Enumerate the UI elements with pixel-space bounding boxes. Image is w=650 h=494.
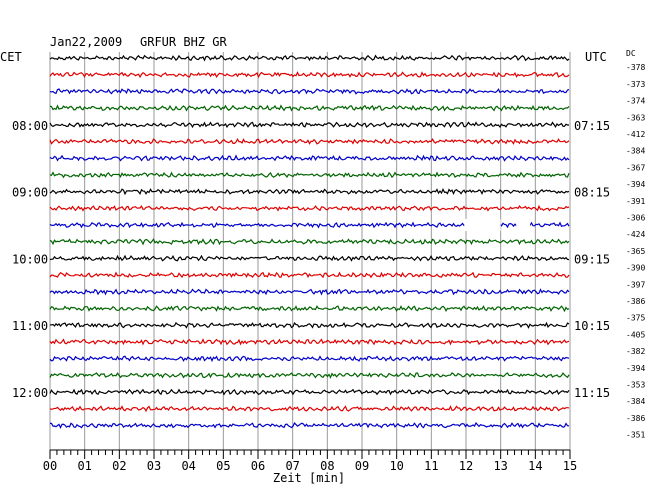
trace-row-4 <box>49 121 570 129</box>
right-time-label: 08:15 <box>574 186 610 200</box>
trace-row-5 <box>49 137 570 145</box>
right-time-label: 10:15 <box>574 319 610 333</box>
dc-value: -363 <box>626 113 645 122</box>
dc-value: -384 <box>626 397 645 406</box>
dc-labels: -378 -373 -374 -363 -412 -384 -367 -394 -391 -306… <box>626 63 645 439</box>
dc-value: -424 <box>626 230 645 239</box>
dc-value: -386 <box>626 297 645 306</box>
trace-row-12 <box>49 254 570 262</box>
x-axis: 00 01 02 03 04 05 06 07 08 09 10 11 12 13 14 15 <box>43 449 577 473</box>
x-tick-label: 05 <box>216 459 230 473</box>
x-tick-label: 14 <box>528 459 542 473</box>
right-time-label: 11:15 <box>574 386 610 400</box>
chart-station: GRFUR BHZ GR <box>140 35 227 49</box>
x-tick-label: 12 <box>459 459 473 473</box>
trace-row-14 <box>49 288 570 296</box>
dc-value: -412 <box>626 130 645 139</box>
dc-value: -405 <box>626 330 645 339</box>
traces-group <box>49 54 570 429</box>
right-timezone-label: UTC <box>585 50 607 64</box>
x-tick-label: 13 <box>493 459 507 473</box>
trace-row-22 <box>49 422 570 429</box>
left-timezone-label: CET <box>0 50 22 64</box>
trace-gap-1 <box>516 219 531 231</box>
left-time-labels: 08:00 09:00 10:00 11:00 12:00 <box>12 119 48 400</box>
right-time-label: 07:15 <box>574 119 610 133</box>
dc-value: -386 <box>626 414 645 423</box>
x-tick-label: 04 <box>181 459 195 473</box>
trace-row-3 <box>49 104 570 112</box>
dc-header-label: DC <box>626 49 636 58</box>
trace-row-17 <box>49 338 570 346</box>
trace-row-9 <box>49 204 570 212</box>
left-time-label: 12:00 <box>12 386 48 400</box>
dc-value: -351 <box>626 431 645 440</box>
dc-value: -382 <box>626 347 645 356</box>
trace-row-8 <box>49 187 570 196</box>
x-tick-label: 03 <box>147 459 161 473</box>
x-tick-label: 10 <box>389 459 403 473</box>
x-tick-label: 06 <box>251 459 265 473</box>
right-time-labels: 07:15 08:15 09:15 10:15 11:15 <box>574 119 610 400</box>
dc-value: -353 <box>626 380 645 389</box>
dc-value: -384 <box>626 147 645 156</box>
dc-value: -374 <box>626 97 645 106</box>
trace-row-15 <box>49 305 570 313</box>
x-tick-label: 00 <box>43 459 57 473</box>
dc-value: -306 <box>626 213 645 222</box>
dc-value: -394 <box>626 180 645 189</box>
trace-gap-0 <box>464 219 501 231</box>
trace-row-19 <box>49 372 570 379</box>
trace-row-1 <box>49 71 570 79</box>
x-tick-label: 02 <box>112 459 126 473</box>
trace-row-18 <box>49 355 570 363</box>
dc-value: -373 <box>626 80 645 89</box>
dc-value: -365 <box>626 247 645 256</box>
gap-group <box>464 219 531 231</box>
trace-row-7 <box>49 171 570 179</box>
trace-row-20 <box>49 388 570 396</box>
trace-row-21 <box>49 405 570 413</box>
trace-row-0 <box>49 54 570 62</box>
x-tick-label: 01 <box>77 459 91 473</box>
trace-row-13 <box>49 271 570 279</box>
chart-date: Jan22,2009 <box>50 35 122 49</box>
trace-row-11 <box>49 238 570 246</box>
x-tick-label: 08 <box>320 459 334 473</box>
left-time-label: 11:00 <box>12 319 48 333</box>
trace-row-2 <box>49 88 570 95</box>
x-tick-label: 15 <box>563 459 577 473</box>
dc-value: -378 <box>626 63 645 72</box>
grid-lines <box>49 52 571 450</box>
x-axis-label: Zeit [min] <box>273 471 345 485</box>
x-tick-label: 09 <box>355 459 369 473</box>
dc-value: -391 <box>626 197 645 206</box>
x-tick-label: 07 <box>285 459 299 473</box>
dc-value: -367 <box>626 163 645 172</box>
left-time-label: 09:00 <box>12 186 48 200</box>
trace-row-16 <box>49 321 570 329</box>
dc-value: -397 <box>626 280 645 289</box>
left-time-label: 08:00 <box>12 119 48 133</box>
left-time-label: 10:00 <box>12 252 48 266</box>
right-time-label: 09:15 <box>574 252 610 266</box>
dc-value: -375 <box>626 314 645 323</box>
dc-value: -394 <box>626 364 645 373</box>
x-tick-label: 11 <box>424 459 438 473</box>
dc-value: -390 <box>626 264 645 273</box>
trace-row-6 <box>49 154 570 162</box>
